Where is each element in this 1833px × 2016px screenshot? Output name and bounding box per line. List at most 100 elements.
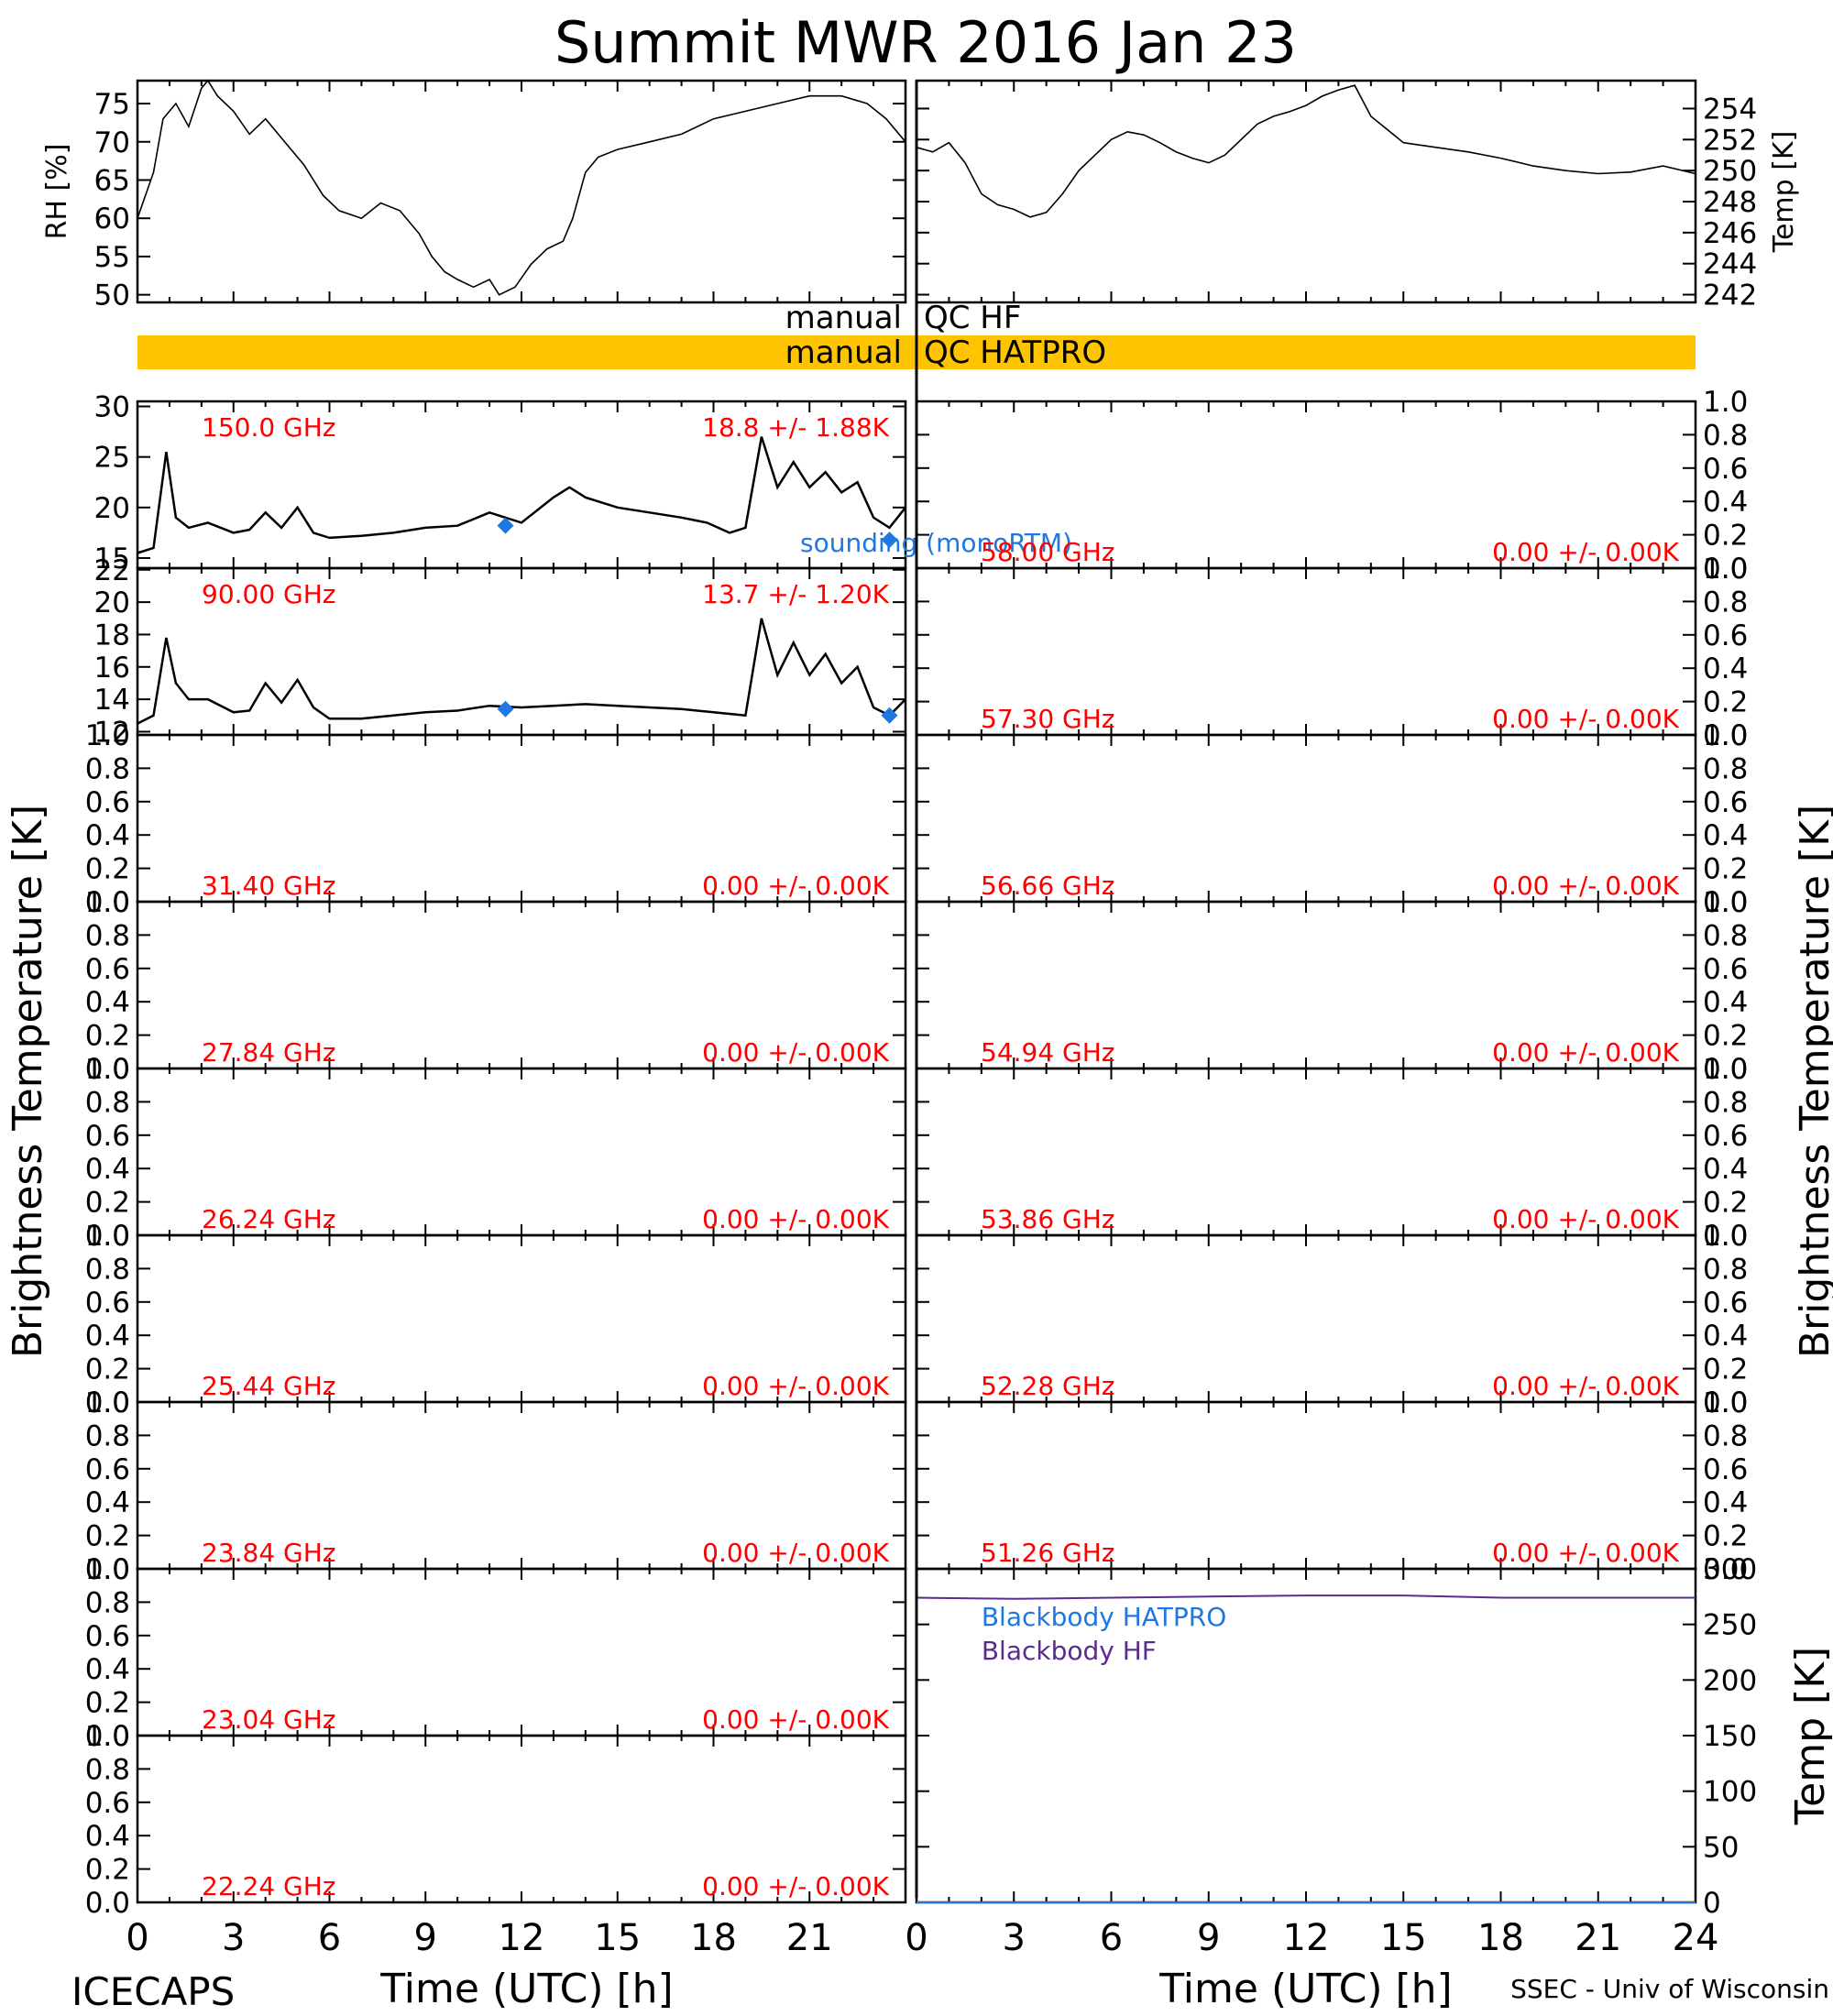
stat-label: 0.00 +/- 0.00K	[702, 1538, 889, 1568]
panel-y-axis-title: Temp [K]	[1768, 131, 1800, 254]
channel-label: 58.00 GHz	[981, 537, 1115, 567]
channel-label: 54.94 GHz	[981, 1037, 1115, 1068]
y-tick-label: 0.6	[1703, 953, 1748, 986]
y-tick-label: 22	[94, 554, 130, 587]
y-tick-label: 246	[1703, 217, 1757, 250]
y-tick-label: 0.4	[85, 986, 130, 1019]
panel-y-axis-title: Temp [K]	[1787, 1647, 1833, 1825]
y-tick-label: 30	[94, 391, 130, 424]
y-tick-label: 0.6	[1703, 786, 1748, 819]
qc-hf-left-label: manual	[785, 300, 902, 336]
stat-label: 0.00 +/- 0.00K	[702, 1204, 889, 1234]
y-tick-label: 1.0	[85, 886, 130, 919]
y-tick-label: 0.8	[1703, 586, 1748, 619]
x-tick-label: 18	[690, 1917, 737, 1959]
panel-f5228: 0.00.20.40.60.81.052.28 GHz 0.00 +/- 0.00…	[915, 1220, 1748, 1419]
x-tick-label: 9	[414, 1917, 437, 1959]
channel-label: 150.0 GHz	[202, 412, 336, 443]
y-tick-label: 0.2	[1703, 1020, 1748, 1053]
y-tick-label: 0.6	[85, 786, 130, 819]
x-tick-label: 18	[1477, 1917, 1524, 1959]
sounding-marker	[497, 517, 514, 534]
qc-hf-bar: manual QC HF	[785, 300, 1022, 336]
panel-f5730: 0.00.20.40.60.81.057.30 GHz 0.00 +/- 0.00…	[915, 553, 1748, 752]
y-tick-label: 0.8	[1703, 1086, 1748, 1119]
series-line-rh	[137, 79, 906, 296]
y-tick-label: 0.0	[85, 1720, 130, 1753]
x-tick-label: 0	[126, 1917, 148, 1959]
y-tick-label: 0.6	[1703, 453, 1748, 486]
channel-label: 25.44 GHz	[202, 1371, 336, 1401]
y-tick-label: 50	[1703, 1831, 1739, 1864]
series-line-temp	[916, 84, 1696, 218]
y-tick-label: 75	[94, 88, 130, 121]
y-tick-label: 0.2	[1703, 686, 1748, 719]
y-tick-label: 1.0	[1703, 1053, 1748, 1086]
y-tick-label: 0.4	[1703, 652, 1748, 685]
y-tick-label: 1.0	[1703, 886, 1748, 919]
y-tick-label: 0.4	[1703, 486, 1748, 519]
y-tick-label: 0.8	[1703, 1419, 1748, 1452]
y-tick-label: 1.0	[1703, 1386, 1748, 1419]
y-tick-label: 200	[1703, 1664, 1757, 1697]
panel-rh: 50 55 60 65 70 75 RH [%]	[41, 79, 907, 312]
legend-entry: Blackbody HATPRO	[982, 1602, 1226, 1632]
panel-y-axis-title: RH [%]	[41, 144, 73, 240]
channel-label: 51.26 GHz	[981, 1538, 1115, 1568]
footer-right: SSEC - Univ of Wisconsin	[1510, 1974, 1829, 2004]
y-tick-label: 0.0	[85, 1553, 130, 1586]
y-tick-label: 0.0	[1703, 1220, 1748, 1253]
x-tick-label: 0	[905, 1917, 927, 1959]
y-tick-label: 0.2	[1703, 853, 1748, 886]
y-tick-label: 0.2	[85, 1687, 130, 1720]
figure-title: Summit MWR 2016 Jan 23	[554, 9, 1297, 76]
channel-label: 56.66 GHz	[981, 871, 1115, 901]
qc-hatpro-left-label: manual	[785, 334, 902, 371]
y-tick-label: 0.0	[1703, 1386, 1748, 1419]
y-tick-label: 0.4	[1703, 1153, 1748, 1186]
y-tick-label: 65	[94, 164, 130, 197]
y-tick-label: 0.6	[1703, 1120, 1748, 1153]
y-tick-label: 0.6	[1703, 1453, 1748, 1486]
y-tick-label: 25	[94, 442, 130, 475]
y-tick-label: 0.4	[1703, 1320, 1748, 1353]
x-tick-label: 15	[1380, 1917, 1427, 1959]
panel-f2304: 0.00.20.40.60.81.023.04 GHz 0.00 +/- 0.00…	[85, 1553, 907, 1753]
y-tick-label: 12	[94, 716, 130, 749]
stat-label: 0.00 +/- 0.00K	[702, 1371, 889, 1401]
y-tick-label: 16	[94, 652, 130, 685]
y-tick-label: 0.4	[85, 1486, 130, 1519]
panel-frame	[915, 79, 1697, 304]
x-tick-label: 15	[594, 1917, 641, 1959]
panel-f3140: 0.00.20.40.60.81.031.40 GHz 0.00 +/- 0.00…	[85, 719, 907, 919]
qc-hf-right-label: QC HF	[924, 300, 1021, 336]
series-line-f90	[137, 618, 906, 725]
y-tick-label: 242	[1703, 279, 1757, 312]
footer-left: ICECAPS	[71, 1969, 235, 2014]
y-tick-label: 0.0	[85, 886, 130, 919]
panel-f2544: 0.00.20.40.60.81.025.44 GHz 0.00 +/- 0.00…	[85, 1220, 907, 1419]
y-tick-label: 1.0	[1703, 1220, 1748, 1253]
panel-f5494: 0.00.20.40.60.81.054.94 GHz 0.00 +/- 0.00…	[915, 886, 1748, 1086]
channel-label: 23.84 GHz	[202, 1538, 336, 1568]
x-tick-label: 21	[786, 1917, 833, 1959]
y-tick-label: 0.2	[85, 1520, 130, 1553]
y-tick-label: 250	[1703, 155, 1757, 188]
y-tick-label: 0.8	[85, 1586, 130, 1619]
y-tick-label: 0.0	[1703, 1553, 1748, 1586]
channel-label: 90.00 GHz	[202, 579, 336, 609]
y-tick-label: 0.2	[1703, 520, 1748, 553]
x-tick-label: 12	[499, 1917, 545, 1959]
y-tick-label: 1.0	[1703, 553, 1748, 586]
stat-label: 0.00 +/- 0.00K	[702, 1871, 889, 1901]
y-tick-label: 60	[94, 203, 130, 236]
channel-label: 53.86 GHz	[981, 1204, 1115, 1234]
stat-label: 0.00 +/- 0.00K	[1492, 1538, 1679, 1568]
stat-label: 0.00 +/- 0.00K	[702, 1037, 889, 1068]
y-tick-label: 0.8	[85, 1253, 130, 1286]
y-tick-label: 20	[94, 586, 130, 619]
x-tick-label: 21	[1575, 1917, 1621, 1959]
y-tick-label: 0.0	[1703, 1053, 1748, 1086]
